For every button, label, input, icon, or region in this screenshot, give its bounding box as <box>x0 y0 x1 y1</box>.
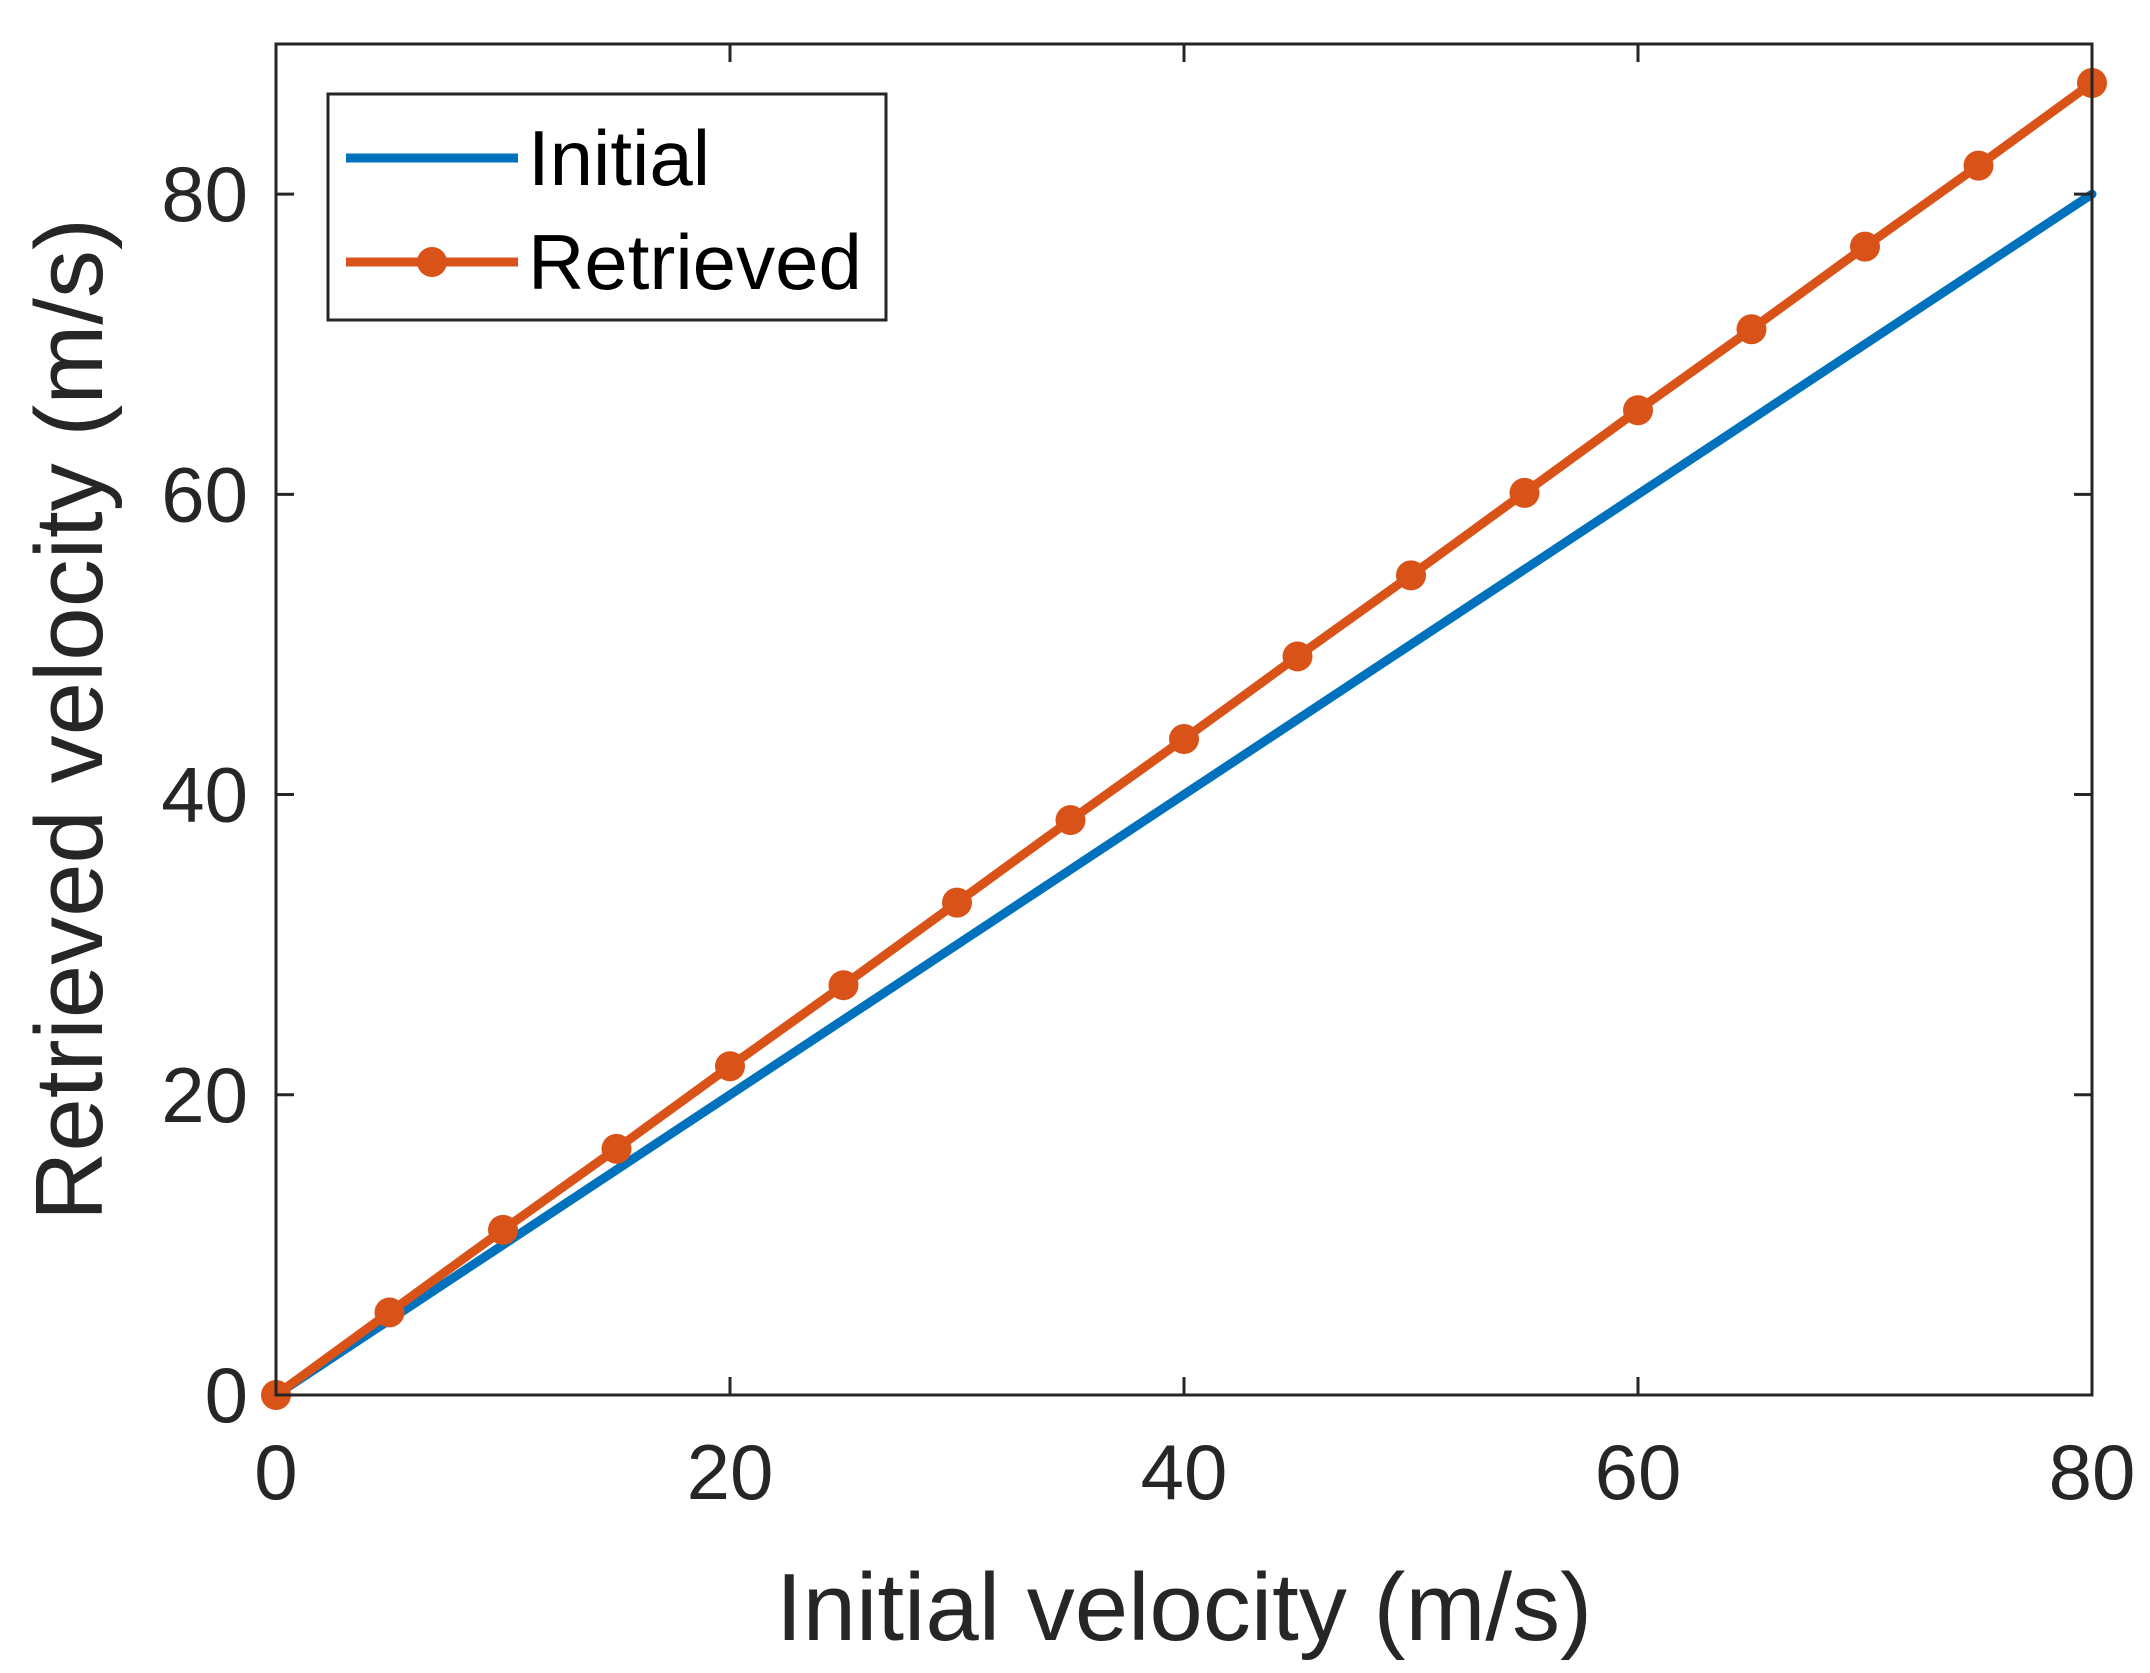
x-tick-label: 20 <box>687 1428 774 1516</box>
series-point-retrieved <box>715 1051 745 1082</box>
y-tick-label: 40 <box>161 751 248 839</box>
series-point-retrieved <box>1055 805 1086 836</box>
series-point-retrieved <box>1282 641 1313 672</box>
legend: Initial Retrieved <box>326 92 888 322</box>
x-axis-label: Initial velocity (m/s) <box>776 1554 1592 1661</box>
series-point-retrieved <box>1850 231 1880 262</box>
series-point-retrieved <box>828 970 859 1001</box>
series-point-retrieved <box>942 887 972 918</box>
y-tick-label: 80 <box>161 150 248 238</box>
axes: 0 20 40 60 80 0 20 40 60 80 <box>161 42 2136 1516</box>
series-point-retrieved <box>1169 724 1199 755</box>
series-point-retrieved <box>1396 560 1426 591</box>
series-line-initial <box>271 189 2097 1400</box>
series-point-retrieved <box>601 1133 632 1164</box>
x-tick-label: 40 <box>1141 1428 1228 1516</box>
y-tick-label: 20 <box>161 1051 248 1139</box>
x-tick-label: 0 <box>254 1428 297 1516</box>
series-point-retrieved <box>1509 477 1540 508</box>
x-tick-label: 80 <box>2049 1428 2136 1516</box>
series-point-retrieved <box>1736 314 1767 345</box>
series-point-retrieved <box>488 1214 518 1245</box>
series-point-retrieved <box>1963 150 1994 181</box>
x-tick-label: 60 <box>1595 1428 1682 1516</box>
y-tick-label: 60 <box>161 450 248 538</box>
series-point-retrieved <box>374 1297 405 1328</box>
y-axis-label: Retrieved velocity (m/s) <box>16 218 123 1221</box>
legend-box <box>326 92 888 322</box>
legend-marker-retrieved <box>417 247 447 277</box>
plot-area <box>261 68 2107 1410</box>
legend-label-initial: Initial <box>528 114 710 202</box>
y-tick-label: 0 <box>205 1351 248 1439</box>
legend-label-retrieved: Retrieved <box>528 218 862 306</box>
series-point-retrieved <box>1623 395 1653 426</box>
